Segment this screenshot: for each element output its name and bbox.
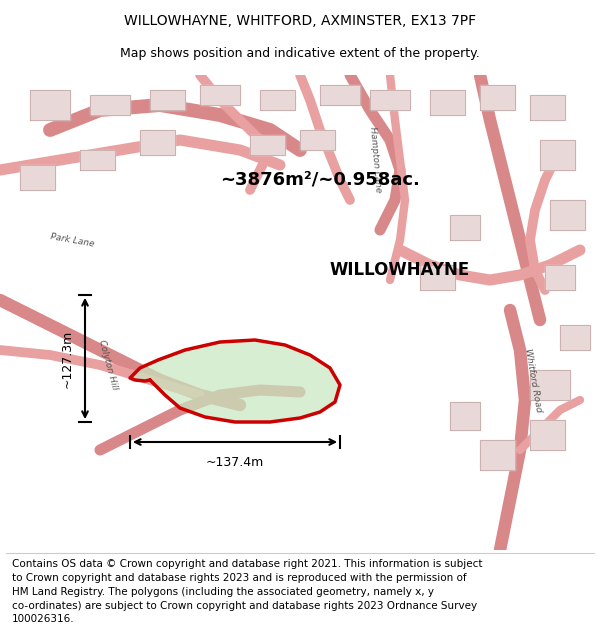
Polygon shape (370, 90, 410, 110)
Polygon shape (550, 200, 585, 230)
Polygon shape (530, 420, 565, 450)
Text: Park Lane: Park Lane (49, 232, 95, 248)
Polygon shape (540, 140, 575, 170)
Polygon shape (545, 265, 575, 290)
Polygon shape (480, 440, 515, 470)
Polygon shape (200, 85, 240, 105)
Text: Hampton Lane: Hampton Lane (368, 127, 382, 193)
Text: HM Land Registry. The polygons (including the associated geometry, namely x, y: HM Land Registry. The polygons (includin… (12, 587, 434, 597)
Polygon shape (150, 90, 185, 110)
Text: ~3876m²/~0.958ac.: ~3876m²/~0.958ac. (220, 171, 420, 189)
Polygon shape (480, 85, 515, 110)
Polygon shape (140, 130, 175, 155)
Polygon shape (530, 95, 565, 120)
Polygon shape (300, 130, 335, 150)
Polygon shape (90, 95, 130, 115)
Polygon shape (20, 165, 55, 190)
Polygon shape (130, 340, 340, 422)
Polygon shape (420, 265, 455, 290)
Text: WILLOWHAYNE: WILLOWHAYNE (330, 261, 470, 279)
Polygon shape (530, 370, 570, 400)
Text: WILLOWHAYNE, WHITFORD, AXMINSTER, EX13 7PF: WILLOWHAYNE, WHITFORD, AXMINSTER, EX13 7… (124, 14, 476, 28)
Polygon shape (320, 85, 360, 105)
Polygon shape (250, 135, 285, 155)
Polygon shape (30, 90, 70, 120)
Text: Contains OS data © Crown copyright and database right 2021. This information is : Contains OS data © Crown copyright and d… (12, 559, 482, 569)
Text: ~137.4m: ~137.4m (206, 456, 264, 469)
Polygon shape (560, 325, 590, 350)
Text: ~127.3m: ~127.3m (61, 329, 74, 388)
Text: 100026316.: 100026316. (12, 614, 74, 624)
Polygon shape (450, 215, 480, 240)
Polygon shape (80, 150, 115, 170)
Polygon shape (430, 90, 465, 115)
Polygon shape (450, 402, 480, 430)
Text: Whitford Road: Whitford Road (523, 348, 543, 413)
Text: co-ordinates) are subject to Crown copyright and database rights 2023 Ordnance S: co-ordinates) are subject to Crown copyr… (12, 601, 477, 611)
Text: to Crown copyright and database rights 2023 and is reproduced with the permissio: to Crown copyright and database rights 2… (12, 573, 467, 583)
Polygon shape (260, 90, 295, 110)
Text: Map shows position and indicative extent of the property.: Map shows position and indicative extent… (120, 48, 480, 61)
Text: Colyton Hill: Colyton Hill (97, 339, 119, 391)
